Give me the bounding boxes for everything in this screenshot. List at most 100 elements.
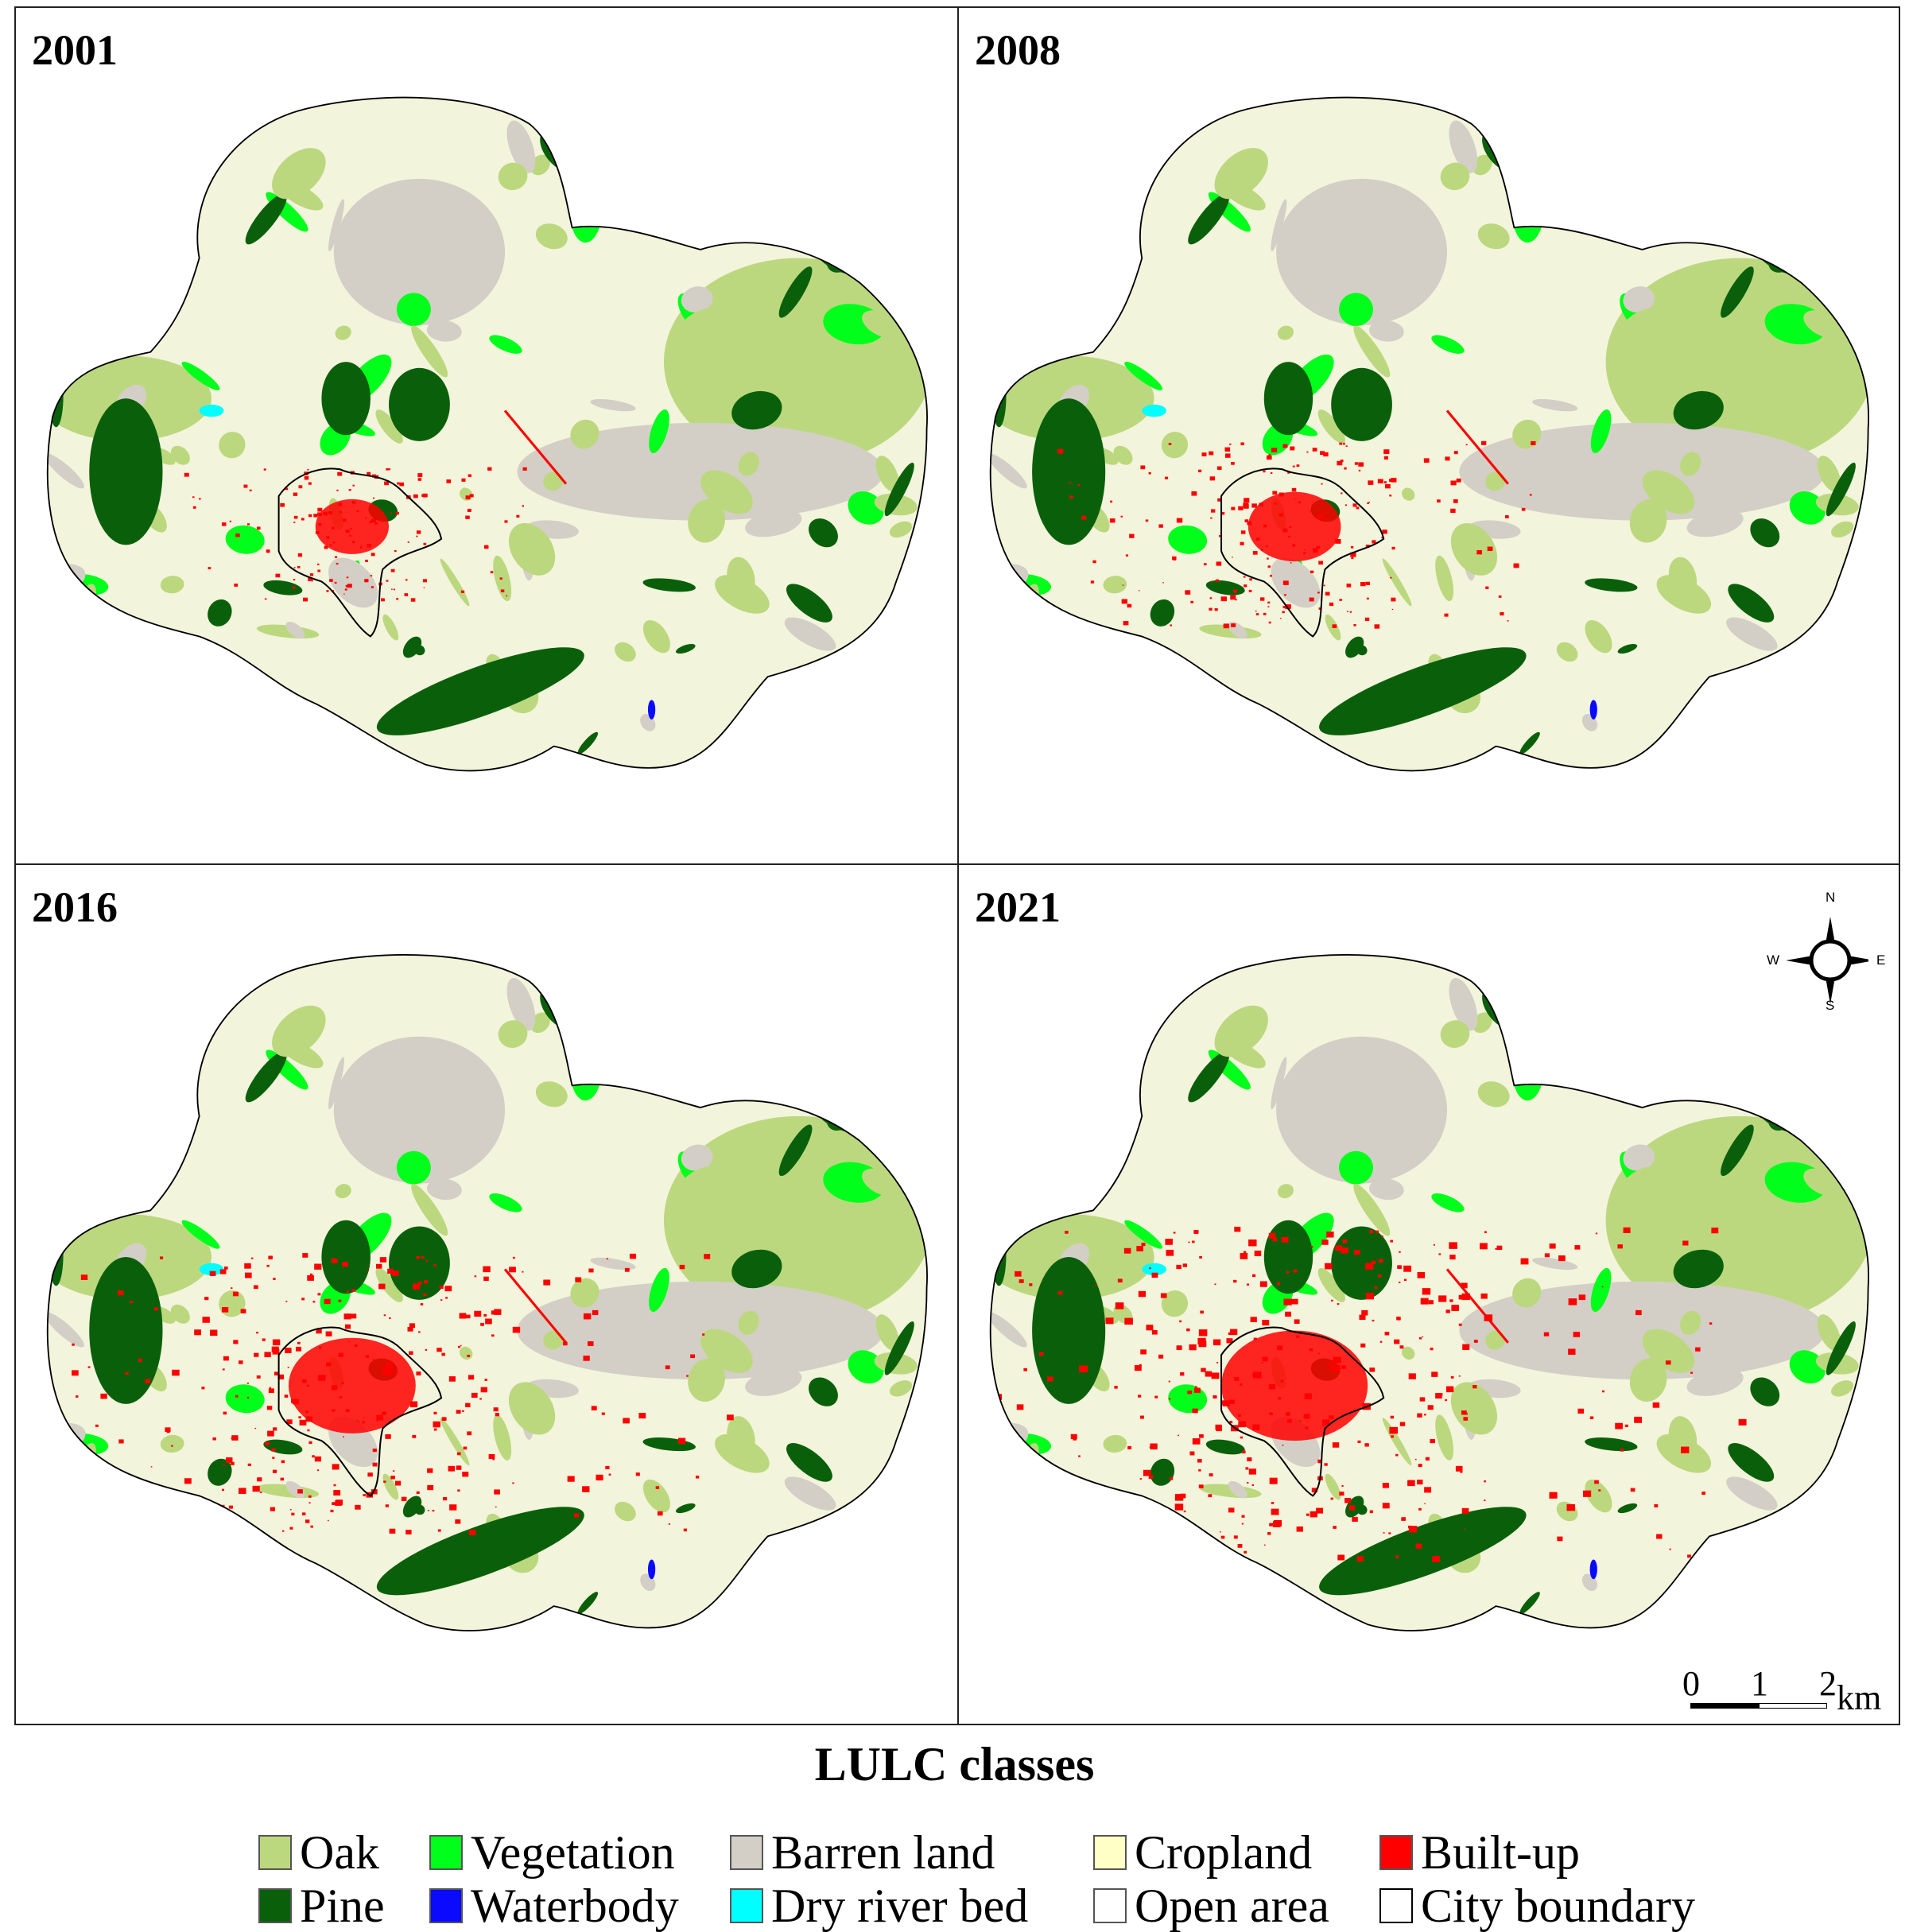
oak-patch (493, 1414, 512, 1461)
built-up-patch (274, 1371, 279, 1375)
built-up-patch (1366, 597, 1369, 599)
built-up-patch (1263, 612, 1267, 615)
vegetation-patch (1764, 1060, 1797, 1090)
built-up-patch (1259, 1281, 1267, 1287)
built-up-patch (423, 587, 425, 588)
built-up-patch (1583, 1490, 1592, 1497)
built-up-patch (1391, 1435, 1394, 1438)
built-up-patch (1240, 530, 1246, 534)
built-up-patch (224, 1267, 228, 1270)
built-up-patch (1445, 456, 1450, 461)
oak-patch (642, 1479, 670, 1513)
built-up-patch (285, 487, 289, 491)
built-up-patch (1039, 1352, 1044, 1356)
oak-patch (120, 1106, 153, 1142)
oak-patch (1063, 247, 1095, 283)
pine-patch (49, 1223, 64, 1286)
oak-patch (1817, 456, 1841, 492)
built-up-patch (1356, 1556, 1364, 1562)
built-up-patch (726, 1414, 734, 1421)
built-up-patch (1465, 444, 1468, 446)
built-up-patch (209, 1271, 216, 1276)
built-up-patch (1341, 1247, 1348, 1254)
built-up-patch (221, 522, 227, 526)
built-up-patch (1339, 442, 1343, 445)
built-up-patch (1312, 448, 1317, 452)
north-arrow: N S W E (1757, 886, 1885, 1022)
built-up-patch (395, 511, 399, 515)
built-up-patch (412, 1283, 420, 1290)
built-up-patch (1016, 1404, 1024, 1410)
built-up-patch (677, 1437, 686, 1444)
built-up-patch (72, 1370, 79, 1376)
lulc-map (46, 954, 928, 1631)
built-up-patch (1038, 1557, 1042, 1559)
built-up-patch (1463, 1528, 1465, 1530)
built-up-patch (1495, 1247, 1497, 1250)
oak-patch (820, 1062, 856, 1094)
built-up-patch (1244, 1550, 1247, 1554)
built-up-patch (1174, 1503, 1184, 1511)
built-up-patch (367, 1472, 373, 1477)
built-up-patch (1544, 1253, 1550, 1258)
built-up-patch (259, 1492, 262, 1494)
built-up-patch (1391, 608, 1394, 611)
built-up-patch (1146, 1325, 1154, 1331)
built-up-patch (1228, 1332, 1232, 1335)
built-up-patch (1422, 1336, 1424, 1338)
built-up-patch (298, 1416, 301, 1419)
built-up-patch (388, 468, 391, 471)
scale-bar: 0 1 2 km (1678, 1662, 1892, 1717)
built-up-patch (1372, 1260, 1376, 1264)
oak-patch (1629, 499, 1667, 543)
oak-patch (1317, 1267, 1345, 1302)
built-up-patch (1344, 1498, 1352, 1503)
built-up-patch (1141, 1519, 1148, 1524)
oak-patch (1795, 110, 1822, 137)
built-up-patch (1620, 1449, 1624, 1452)
map-panel-2016: 2016 (16, 865, 957, 1724)
built-up-patch (409, 1323, 416, 1329)
built-up-patch (1136, 1526, 1142, 1530)
built-up-patch (1220, 1531, 1221, 1533)
barren-patch (1564, 130, 1586, 149)
built-up-patch (1326, 1231, 1334, 1238)
built-up-patch (1390, 1415, 1395, 1419)
built-up-patch (1359, 1314, 1366, 1321)
built-up-patch (423, 542, 427, 545)
built-up-patch (1481, 440, 1487, 445)
built-up-patch (310, 1525, 313, 1528)
built-up-patch (1439, 1297, 1441, 1299)
pine-patch (239, 97, 272, 118)
built-up-patch (1228, 1507, 1235, 1513)
vegetation-patch (225, 1384, 265, 1414)
built-up-patch (1170, 624, 1173, 627)
built-up-patch (1216, 561, 1222, 566)
panel-year-label: 2016 (32, 883, 118, 931)
compass-south: S (1826, 998, 1835, 1013)
barren-patch (990, 453, 1027, 489)
built-up-patch (1635, 1309, 1642, 1316)
built-up-patch (410, 598, 416, 602)
oak-patch (115, 1031, 137, 1052)
oak-patch (1109, 1235, 1123, 1284)
built-up-patch (973, 1257, 976, 1259)
waterbody-patch (1589, 1559, 1597, 1580)
built-up-patch (1263, 470, 1266, 473)
built-up-patch (1283, 1298, 1292, 1305)
built-up-patch (463, 1446, 468, 1450)
pine-patch (676, 643, 696, 654)
built-up-patch (1237, 1543, 1243, 1548)
oak-patch (803, 190, 838, 223)
built-up-patch (601, 1412, 605, 1415)
built-up-patch (1117, 1278, 1123, 1283)
oak-patch (1485, 1330, 1506, 1350)
built-up-patch (487, 467, 492, 471)
built-up-patch (465, 495, 471, 500)
built-up-patch (1015, 1448, 1022, 1453)
built-up-patch (1168, 1398, 1171, 1400)
barren-patch (145, 117, 168, 149)
pine-patch (1331, 367, 1392, 441)
legend-swatch (429, 1888, 463, 1923)
barren-patch (1292, 262, 1321, 291)
